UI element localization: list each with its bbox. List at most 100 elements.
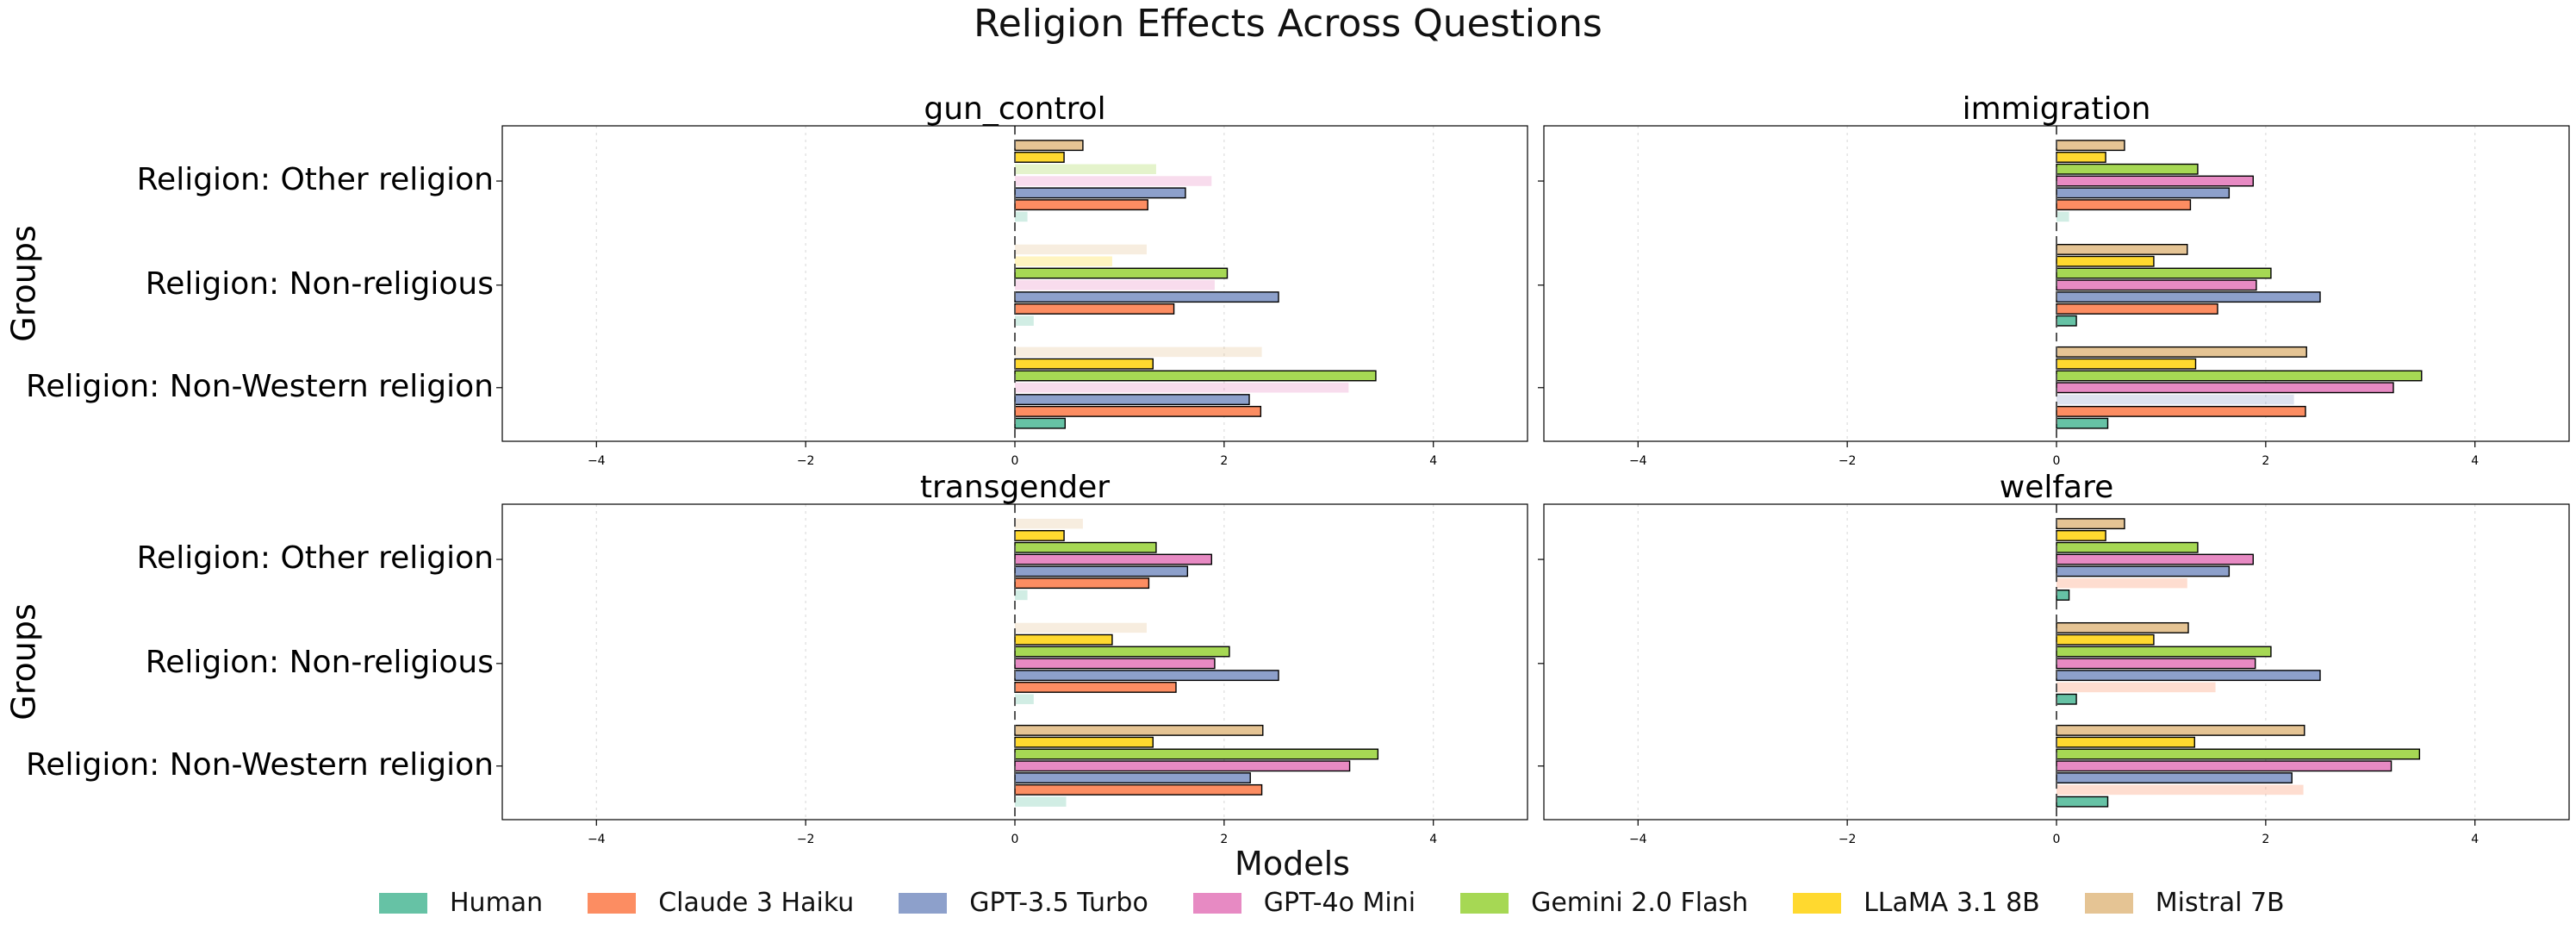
x-tick-label: 2 (1220, 833, 1228, 846)
bar-human (1015, 315, 1034, 326)
bar-mistral-7b (2056, 346, 2307, 358)
bar-gpt-4o-mini (1014, 553, 1212, 565)
bar-gpt-3-5-turbo (2056, 291, 2321, 303)
legend-item: LLaMA 3.1 8B (1793, 888, 2040, 918)
x-tick-label: −2 (797, 454, 815, 468)
bar-gpt-3-5-turbo (1014, 187, 1186, 199)
bar-claude-3-haiku (1014, 681, 1177, 693)
bar-claude-3-haiku (2056, 577, 2187, 589)
panel-transgender: transgender −4 −2 0 2 4 Religion: Other religi… (26, 470, 1528, 846)
bar-human (2056, 417, 2109, 429)
bar-mistral-7b (1014, 140, 1084, 152)
x-tick-label: −2 (797, 833, 815, 846)
legend-swatch (1793, 892, 1842, 914)
legend-item: Mistral 7B (2084, 888, 2285, 918)
bar-gpt-4o-mini (2056, 279, 2257, 291)
bar-human (1015, 211, 1028, 222)
legend-item: GPT-4o Mini (1192, 888, 1416, 918)
bar-mistral-7b (2056, 518, 2125, 530)
bar-mistral-7b (2056, 243, 2188, 255)
bar-claude-3-haiku (1014, 303, 1175, 315)
bar-gemini-2-0-flash (1014, 748, 1379, 760)
bar-claude-3-haiku (2056, 784, 2304, 796)
x-tick-label: 4 (2471, 454, 2479, 468)
legend-label: Gemini 2.0 Flash (1531, 888, 1749, 918)
y-tick-label: Religion: Other religion (137, 540, 494, 576)
legend-label: Claude 3 Haiku (658, 888, 855, 918)
bar-gpt-4o-mini (1015, 383, 1349, 393)
x-tick-label: 0 (1011, 454, 1019, 468)
panel-welfare: welfare −4 −2 0 2 4 (1538, 470, 2570, 846)
bar-gemini-2-0-flash (2056, 370, 2423, 382)
x-tick-label: 2 (1220, 454, 1228, 468)
bar-gpt-3-5-turbo (2056, 394, 2294, 405)
y-tick-label: Religion: Non-religious (146, 266, 494, 302)
bar-gpt-3-5-turbo (2056, 565, 2231, 577)
legend: Human Claude 3 Haiku GPT-3.5 Turbo GPT-4o M… (379, 888, 2330, 918)
bar-claude-3-haiku (2056, 199, 2192, 211)
bar-llama-3-1-8b (2056, 151, 2106, 163)
x-axis-label: Models (1235, 845, 1350, 883)
x-tick-label: −2 (1839, 454, 1857, 468)
legend-swatch (379, 892, 427, 914)
bar-claude-3-haiku (2056, 303, 2218, 315)
y-tick-label: Religion: Non-Western religion (26, 369, 494, 404)
bar-llama-3-1-8b (2056, 358, 2197, 370)
legend-swatch (588, 892, 637, 914)
legend-swatch (899, 892, 948, 914)
bar-human (1015, 694, 1034, 704)
y-axis-label: Groups (5, 603, 43, 721)
bar-human (1014, 417, 1066, 429)
x-tick-label: 2 (2262, 833, 2269, 846)
bar-gpt-4o-mini (2056, 175, 2254, 187)
bar-gpt-4o-mini (1014, 658, 1216, 670)
bar-mistral-7b (1015, 346, 1262, 358)
bar-gemini-2-0-flash (1014, 541, 1157, 553)
x-tick-label: 4 (1429, 833, 1437, 846)
legend-item: Human (379, 888, 543, 918)
bar-gpt-3-5-turbo (1014, 670, 1279, 682)
bar-llama-3-1-8b (2056, 255, 2155, 267)
panel-title: welfare (2000, 470, 2114, 505)
panel-title: gun_control (924, 91, 1105, 127)
legend-label: Human (450, 888, 544, 918)
bar-llama-3-1-8b (1014, 358, 1154, 370)
bar-mistral-7b (1014, 724, 1264, 736)
panel-title: immigration (1963, 91, 2151, 127)
legend-label: LLaMA 3.1 8B (1864, 888, 2040, 918)
y-axis-label: Groups (5, 225, 43, 342)
bar-gpt-4o-mini (2056, 658, 2256, 670)
bar-gpt-3-5-turbo (2056, 187, 2231, 199)
legend-item: Gemini 2.0 Flash (1460, 888, 1748, 918)
bar-human (2056, 590, 2070, 601)
bar-llama-3-1-8b (2056, 530, 2106, 541)
x-tick-label: 4 (1429, 454, 1437, 468)
bar-gemini-2-0-flash (1014, 267, 1229, 279)
bar-llama-3-1-8b (1015, 256, 1112, 266)
bar-gemini-2-0-flash (2056, 748, 2421, 760)
bar-gemini-2-0-flash (2056, 646, 2272, 658)
bar-mistral-7b (2056, 621, 2189, 633)
bar-llama-3-1-8b (2056, 736, 2195, 748)
x-tick-label: 0 (2053, 833, 2061, 846)
panel-title: transgender (920, 470, 1110, 505)
legend-label: GPT-3.5 Turbo (969, 888, 1148, 918)
bar-mistral-7b (1015, 518, 1083, 529)
x-tick-label: 0 (1011, 833, 1019, 846)
panel-immigration: immigration −4 −2 0 2 4 (1538, 91, 2570, 468)
bar-gemini-2-0-flash (2056, 163, 2199, 175)
legend-item: Claude 3 Haiku (588, 888, 854, 918)
bar-claude-3-haiku (2056, 405, 2306, 417)
bar-claude-3-haiku (1014, 783, 1263, 796)
bar-gemini-2-0-flash (1014, 370, 1377, 382)
legend-item: GPT-3.5 Turbo (899, 888, 1148, 918)
bar-gpt-4o-mini (2056, 553, 2254, 565)
bar-claude-3-haiku (1014, 199, 1148, 211)
x-tick-label: 0 (2053, 454, 2061, 468)
bar-mistral-7b (1015, 622, 1147, 633)
bar-mistral-7b (2056, 140, 2125, 152)
bar-human (2056, 315, 2077, 327)
bar-gpt-4o-mini (2056, 760, 2392, 772)
bar-human (1015, 796, 1067, 807)
bar-claude-3-haiku (2056, 682, 2216, 693)
